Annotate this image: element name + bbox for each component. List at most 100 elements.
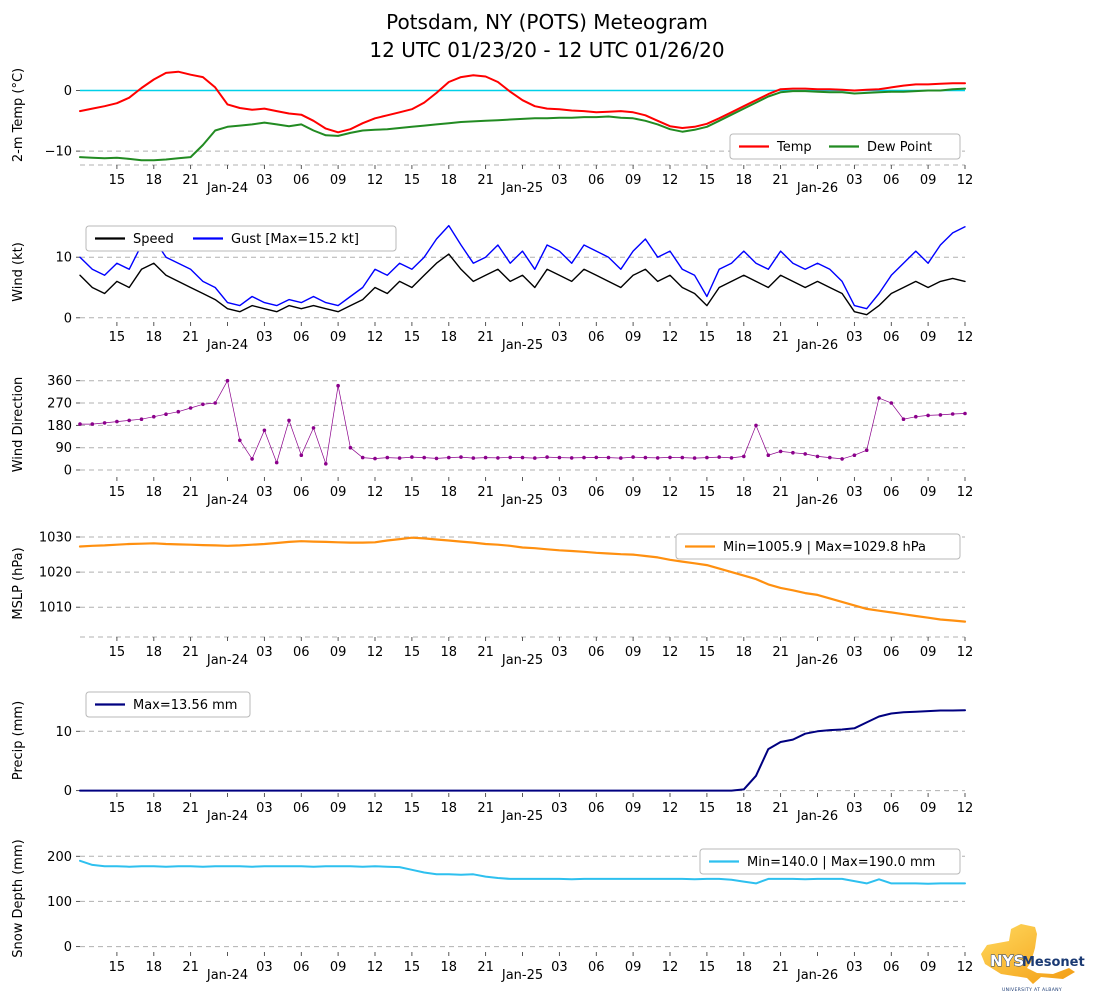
x-tick-label: 03 <box>256 801 273 816</box>
y-tick-label: 10 <box>55 251 72 266</box>
x-tick-label: 15 <box>404 645 421 660</box>
wind-direction-point <box>348 445 353 450</box>
x-tick-label: 09 <box>920 485 937 500</box>
x-tick-label: 15 <box>404 485 421 500</box>
x-tick-label: 15 <box>404 960 421 975</box>
panel-mslp: 1010 1020 1030 15 18 21 Jan-24 03 06 09 12 15 18 21 Ja… <box>11 531 973 669</box>
x-tick-label: 21 <box>477 330 494 345</box>
y-tick-label: 0 <box>64 311 72 326</box>
wind-direction-point <box>262 428 267 433</box>
x-tick-label: 06 <box>883 801 900 816</box>
wind-direction-point <box>938 413 943 417</box>
x-tick-label: 12 <box>662 173 679 188</box>
x-tick-label: 09 <box>920 330 937 345</box>
x-tick-label: 03 <box>846 645 863 660</box>
x-tick-label: 12 <box>662 485 679 500</box>
wind-direction-point <box>360 455 365 460</box>
wind-direction-point <box>717 455 721 459</box>
x-tick-label: 18 <box>146 960 163 975</box>
legend-label: Min=140.0 | Max=190.0 mm <box>747 855 935 870</box>
x-tick-label: 03 <box>551 960 568 975</box>
x-tick-label: 15 <box>404 173 421 188</box>
y-tick-label: 0 <box>64 464 72 479</box>
y-axis-label: MSLP (hPa) <box>11 547 26 619</box>
wind-direction-point <box>655 456 660 460</box>
x-tick-label: 21 <box>772 960 789 975</box>
x-tick-label: 15 <box>109 330 126 345</box>
x-tick-label: 09 <box>920 173 937 188</box>
x-tick-label: 06 <box>293 485 310 500</box>
x-tick-label: 06 <box>293 330 310 345</box>
snow-depth-line <box>79 859 966 885</box>
x-tick-label: Jan-26 <box>796 809 838 824</box>
x-tick-label: 21 <box>772 485 789 500</box>
wind-direction-point <box>914 414 918 419</box>
x-tick-label: 12 <box>662 330 679 345</box>
x-tick-label: 12 <box>662 960 679 975</box>
wind-direction-point <box>447 455 451 460</box>
x-tick-label: 21 <box>772 801 789 816</box>
wind-direction-point <box>803 452 807 456</box>
wind-direction-point <box>152 414 156 419</box>
wind-direction-point <box>594 455 599 460</box>
speed-line <box>79 253 966 316</box>
x-tick-label: 09 <box>920 960 937 975</box>
wind-direction-point <box>754 423 758 428</box>
wind-direction-point <box>213 401 217 405</box>
x-tick-label: 12 <box>367 960 384 975</box>
y-axis-label: Snow Depth (mm) <box>11 839 26 957</box>
x-tick-label: 18 <box>736 645 753 660</box>
x-tick-label: 09 <box>625 173 642 188</box>
wind-direction-line <box>80 379 966 464</box>
wind-direction-point <box>508 455 512 460</box>
wind-direction-point <box>729 456 734 460</box>
wind-direction-point <box>520 455 525 460</box>
x-tick-label: 15 <box>699 485 716 500</box>
legend-box <box>85 225 397 252</box>
wind-direction-point <box>963 411 967 416</box>
wind-direction-point <box>201 402 205 407</box>
x-tick-label: 03 <box>846 330 863 345</box>
x-tick-label: 15 <box>109 801 126 816</box>
temp-line <box>79 70 966 134</box>
x-tick-label: 21 <box>477 485 494 500</box>
x-tick-label: 06 <box>588 801 605 816</box>
wind-direction-point <box>176 409 181 414</box>
y-tick-label: 180 <box>47 419 72 434</box>
x-tick-label: 15 <box>699 960 716 975</box>
x-tick-label: Jan-26 <box>796 181 838 196</box>
x-tick-label: 03 <box>256 960 273 975</box>
x-tick-label: 09 <box>330 645 347 660</box>
wind-direction-point <box>127 418 131 423</box>
x-tick-label: 18 <box>146 485 163 500</box>
wind-direction-point <box>557 455 562 460</box>
wind-direction-point <box>397 456 402 460</box>
wind-direction-point <box>742 454 746 459</box>
wind-direction-point <box>188 406 193 410</box>
x-tick-label: 21 <box>772 645 789 660</box>
y-axis-label: Wind Direction <box>11 377 26 473</box>
x-tick-label: 15 <box>109 173 126 188</box>
x-tick-label: 18 <box>736 485 753 500</box>
legend-box <box>699 848 961 875</box>
x-tick-label: 12 <box>957 645 974 660</box>
nys-mesonet-logo-icon: NYS Mesonet UNIVERSITY AT ALBANY <box>981 924 1085 993</box>
x-tick-label: 06 <box>588 173 605 188</box>
x-tick-label: Jan-25 <box>501 968 543 983</box>
x-tick-label: 06 <box>883 485 900 500</box>
x-tick-label: Jan-25 <box>501 493 543 508</box>
legend-label: Temp <box>776 140 812 155</box>
wind-direction-point <box>225 378 230 383</box>
wind-direction-point <box>901 417 906 422</box>
wind-direction-point <box>250 457 254 461</box>
x-tick-label: 18 <box>441 960 458 975</box>
x-tick-label: 09 <box>625 330 642 345</box>
x-tick-label: 18 <box>146 645 163 660</box>
x-tick-label: 21 <box>477 801 494 816</box>
logo-text-mesonet: Mesonet <box>1022 955 1085 970</box>
x-tick-label: 09 <box>330 801 347 816</box>
legend-label: Dew Point <box>867 140 932 155</box>
x-tick-label: Jan-25 <box>501 653 543 668</box>
wind-direction-point <box>778 449 783 454</box>
wind-direction-point <box>877 396 881 400</box>
